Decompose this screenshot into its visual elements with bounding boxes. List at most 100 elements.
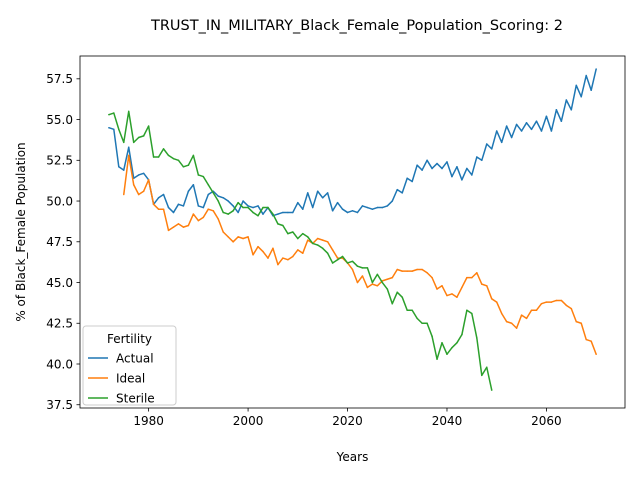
data-point-sterile [321,247,324,250]
data-point-actual [406,177,408,179]
data-point-ideal [197,219,200,222]
data-point-sterile [162,148,165,150]
data-point-ideal [416,268,418,271]
data-point-sterile [137,136,140,139]
data-point-actual [530,128,533,131]
data-point-ideal [441,285,443,287]
data-point-ideal [495,301,498,303]
data-point-actual [471,174,473,176]
data-point-actual [545,115,548,118]
data-point-sterile [466,309,468,311]
data-point-actual [525,122,528,124]
data-point-sterile [237,201,239,204]
data-point-ideal [451,293,453,295]
data-point-sterile [207,183,210,186]
plot-area: 1980 2000 2020 2040 2060 37.5 40.0 42.5 45.0 47.… [46,55,626,428]
data-point-ideal [505,320,508,323]
data-point-sterile [118,128,120,131]
data-point-ideal [242,237,244,240]
data-point-ideal [157,208,160,210]
data-point-actual [222,197,224,199]
legend: Fertility Actual Ideal Sterile [82,325,177,406]
data-point-ideal [142,190,145,193]
data-point-sterile [490,389,493,391]
data-point-actual [172,211,175,214]
data-point-sterile [282,224,284,227]
data-point-sterile [202,175,205,178]
data-point-actual [431,167,433,170]
data-point-ideal [177,223,180,225]
data-point-actual [123,169,125,171]
data-point-sterile [451,346,453,349]
data-point-ideal [237,236,239,238]
data-point-ideal [162,208,165,210]
data-point-sterile [326,252,329,254]
data-point-sterile [187,164,190,166]
y-tick-label: 37.5 [46,398,73,412]
data-point-sterile [401,296,403,298]
data-point-actual [157,197,160,199]
data-point-sterile [396,291,398,294]
data-point-actual [167,206,170,209]
data-point-ideal [446,294,448,297]
data-point-ideal [525,317,528,320]
data-point-actual [336,201,339,204]
data-point-ideal [267,257,269,259]
data-point-ideal [182,226,185,228]
data-point-actual [396,188,398,191]
data-point-actual [560,120,563,122]
data-point-sterile [277,223,279,225]
legend-item-ideal: Ideal [88,371,145,385]
data-point-actual [585,74,587,77]
data-point-actual [411,180,413,183]
data-point-sterile [127,110,130,113]
data-point-ideal [262,250,264,253]
data-point-ideal [351,268,354,271]
data-point-actual [515,123,518,126]
data-point-actual [346,211,349,214]
data-point-ideal [550,301,553,303]
data-point-ideal [515,327,518,329]
data-point-actual [351,210,354,212]
x-tick-label: 2040 [432,414,463,428]
y-tick-label: 50.0 [46,194,73,208]
data-point-ideal [466,276,468,279]
data-point-ideal [232,241,234,243]
data-point-sterile [287,232,289,235]
data-point-ideal [222,231,224,233]
data-point-actual [590,89,592,91]
data-point-actual [227,200,229,202]
data-point-ideal [426,271,428,274]
y-tick-label: 47.5 [46,235,73,249]
data-point-sterile [177,159,180,162]
data-point-ideal [386,278,389,281]
data-point-ideal [192,213,195,215]
data-point-actual [247,205,249,207]
data-point-actual [381,206,384,209]
y-tick-label: 57.5 [46,72,73,86]
data-point-sterile [456,342,458,344]
data-point-ideal [476,271,478,274]
data-point-ideal [207,208,210,210]
data-point-ideal [486,285,488,287]
data-point-ideal [167,229,170,232]
x-tick-label: 2000 [233,414,264,428]
data-point-ideal [277,263,279,266]
data-point-actual [192,183,195,186]
y-tick-label: 52.5 [46,154,73,168]
data-point-ideal [555,299,558,302]
data-point-sterile [257,214,259,217]
legend-title: Fertility [107,332,152,346]
legend-item-actual: Actual [88,351,154,365]
data-point-ideal [152,203,155,206]
y-axis-ticks: 37.5 40.0 42.5 45.0 47.5 50.0 52.5 55.0 57.5 [46,72,80,412]
data-point-ideal [297,249,299,251]
data-point-actual [371,208,374,210]
data-point-actual [237,211,239,214]
data-point-sterile [356,265,359,267]
data-point-actual [540,130,543,132]
data-point-actual [461,179,463,181]
data-point-sterile [426,322,428,325]
data-point-actual [326,192,329,194]
data-point-actual [277,213,279,215]
